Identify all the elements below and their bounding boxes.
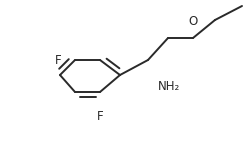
Text: O: O — [188, 15, 198, 28]
Text: F: F — [97, 110, 103, 123]
Text: NH₂: NH₂ — [158, 80, 180, 93]
Text: F: F — [54, 53, 61, 66]
